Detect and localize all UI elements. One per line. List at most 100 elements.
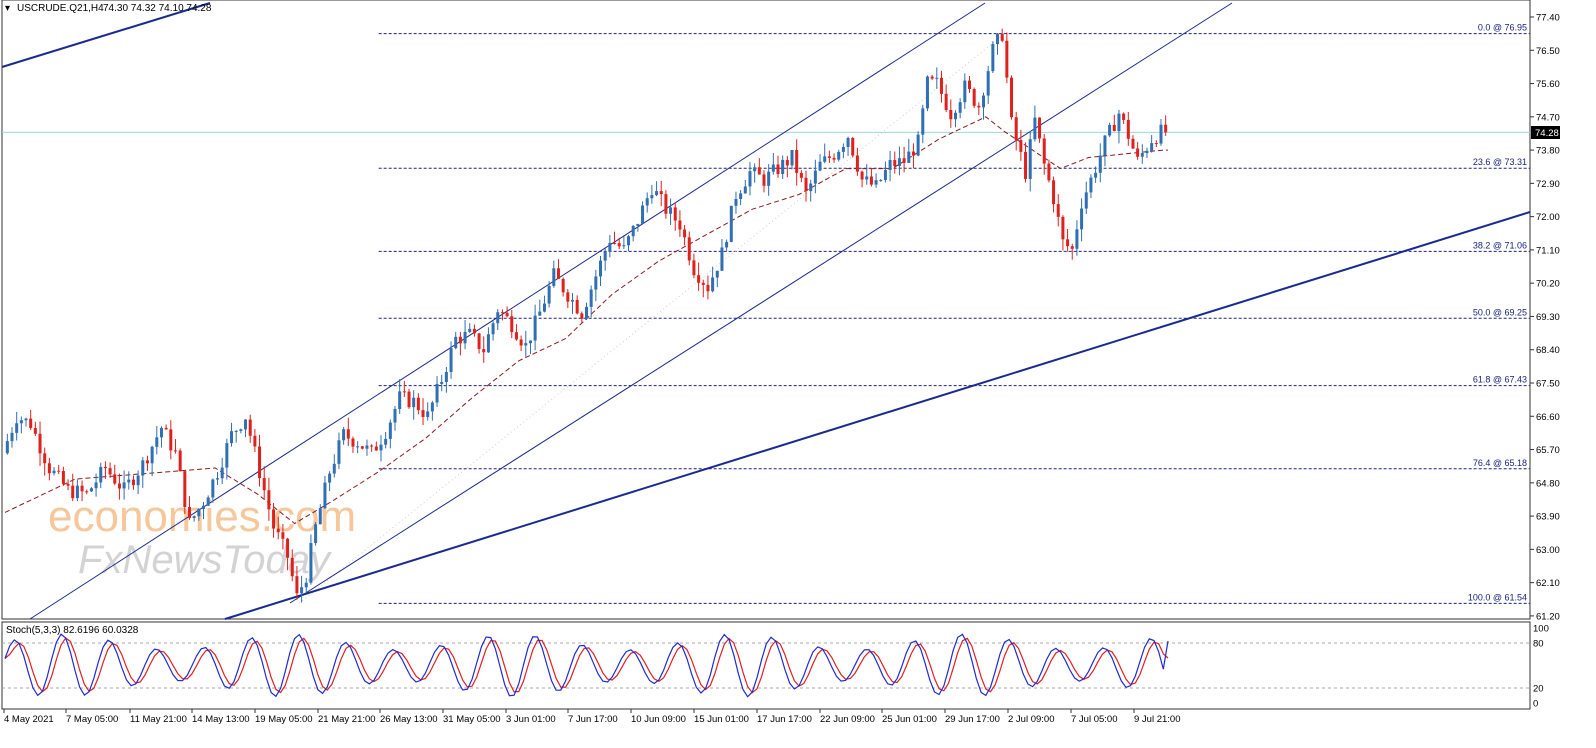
candle-body	[468, 328, 472, 332]
candle-body	[1024, 151, 1028, 179]
candle-body	[43, 453, 47, 464]
candle-body	[967, 80, 971, 90]
candle-body	[127, 479, 131, 483]
candle-body	[230, 431, 234, 444]
stoch-axis-label: 0	[1533, 699, 1538, 710]
time-axis[interactable]: 4 May 2021 7 May 05:00 11 May 21:00 14 May …	[3, 709, 1180, 725]
x-tick-label: 17 Jun 17:00	[757, 714, 812, 725]
candle-body	[173, 450, 177, 452]
candle-body	[38, 433, 42, 454]
candle-body	[131, 479, 135, 486]
candle-body	[192, 516, 196, 518]
candle-body	[253, 435, 257, 447]
candle-body	[1056, 204, 1060, 217]
candle-body	[757, 167, 761, 175]
x-tick-label: 9 Jul 21:00	[1134, 714, 1180, 725]
stoch-main-line	[4, 633, 1169, 698]
x-tick-label: 3 Jun 01:00	[506, 714, 556, 725]
candle-body	[1019, 140, 1023, 152]
candle-body	[113, 474, 117, 484]
candle-body	[122, 482, 126, 489]
candle-body	[949, 109, 953, 120]
candle-body	[117, 483, 121, 489]
candle-body	[860, 171, 864, 180]
candle-body	[421, 410, 425, 418]
candle-body	[211, 479, 215, 498]
candle-body	[66, 483, 70, 486]
candle-body	[472, 328, 476, 334]
fib-level-label: 100.0 @ 61.54	[1468, 592, 1527, 602]
candle-body	[1000, 34, 1004, 41]
candle-body	[272, 509, 276, 529]
x-tick-label: 2 Jul 09:00	[1008, 714, 1054, 725]
candle-body	[748, 171, 752, 187]
candle-body	[286, 538, 290, 558]
candle-body	[402, 391, 406, 393]
candle-body	[1112, 124, 1116, 132]
candle-body	[1159, 124, 1163, 144]
candle-body	[790, 149, 794, 166]
candle-body	[622, 245, 626, 247]
candle-body	[407, 391, 411, 408]
candle-body	[734, 199, 738, 206]
candle-body	[225, 443, 229, 468]
candle-body	[739, 193, 743, 200]
candle-body	[370, 445, 374, 447]
candle-body	[309, 543, 313, 583]
price-axis[interactable]: 77.40 76.50 75.60 74.70 73.80 72.90 72.00 71.10…	[1530, 13, 1560, 623]
candle-body	[430, 402, 434, 412]
candle-body	[1038, 117, 1042, 139]
x-tick-label: 19 May 05:00	[255, 714, 313, 725]
candle-body	[178, 450, 182, 472]
y-tick-label: 71.10	[1536, 245, 1560, 256]
x-tick-label: 31 May 05:00	[443, 714, 501, 725]
candle-body	[159, 427, 163, 438]
candle-body	[599, 260, 603, 277]
candle-body	[99, 466, 103, 483]
y-tick-label: 72.90	[1536, 179, 1560, 190]
candle-body	[855, 155, 859, 172]
candle-body	[991, 44, 995, 72]
y-tick-label: 63.90	[1536, 512, 1560, 523]
candle-body	[767, 171, 771, 186]
candle-body	[1140, 153, 1144, 157]
candle-body	[1122, 113, 1126, 120]
candle-body	[314, 524, 318, 544]
candle-body	[725, 241, 729, 248]
candle-body	[1131, 138, 1135, 149]
candle-body	[477, 333, 481, 350]
candle-body	[514, 332, 518, 340]
candle-body	[164, 427, 168, 430]
candle-body	[519, 339, 523, 346]
candle-body	[1033, 117, 1037, 140]
candle-body	[281, 532, 285, 539]
candle-body	[491, 323, 495, 335]
candle-body	[552, 268, 556, 286]
candle-body	[664, 194, 668, 214]
stoch-header: Stoch(5,3,3) 82.6196 60.0328	[6, 625, 139, 636]
candle-body	[24, 418, 28, 421]
candle-body	[379, 444, 383, 451]
candle-body	[304, 582, 308, 588]
candle-body	[1098, 155, 1102, 173]
y-tick-label: 73.80	[1536, 146, 1560, 157]
stoch-axis-label: 80	[1533, 639, 1544, 650]
candle-body	[384, 438, 388, 445]
fibonacci-retracement[interactable]: 0.0 @ 76.95 23.6 @ 73.31 38.2 @ 71.06 50.0 …	[298, 23, 1530, 604]
candle-body	[636, 223, 640, 226]
x-tick-label: 7 Jul 05:00	[1071, 714, 1117, 725]
candle-body	[925, 76, 929, 109]
candle-body	[155, 437, 159, 447]
candle-body	[234, 430, 238, 432]
y-tick-label: 75.60	[1536, 79, 1560, 90]
candle-body	[566, 292, 570, 302]
candle-body	[426, 411, 430, 418]
candle-body	[753, 167, 757, 172]
collapse-arrow-icon[interactable]: ▾	[5, 3, 10, 14]
candle-body	[851, 137, 855, 156]
candle-body	[1028, 139, 1032, 179]
candle-body	[659, 191, 663, 195]
x-tick-label: 7 May 05:00	[66, 714, 118, 725]
last-price-badge	[1531, 126, 1560, 139]
